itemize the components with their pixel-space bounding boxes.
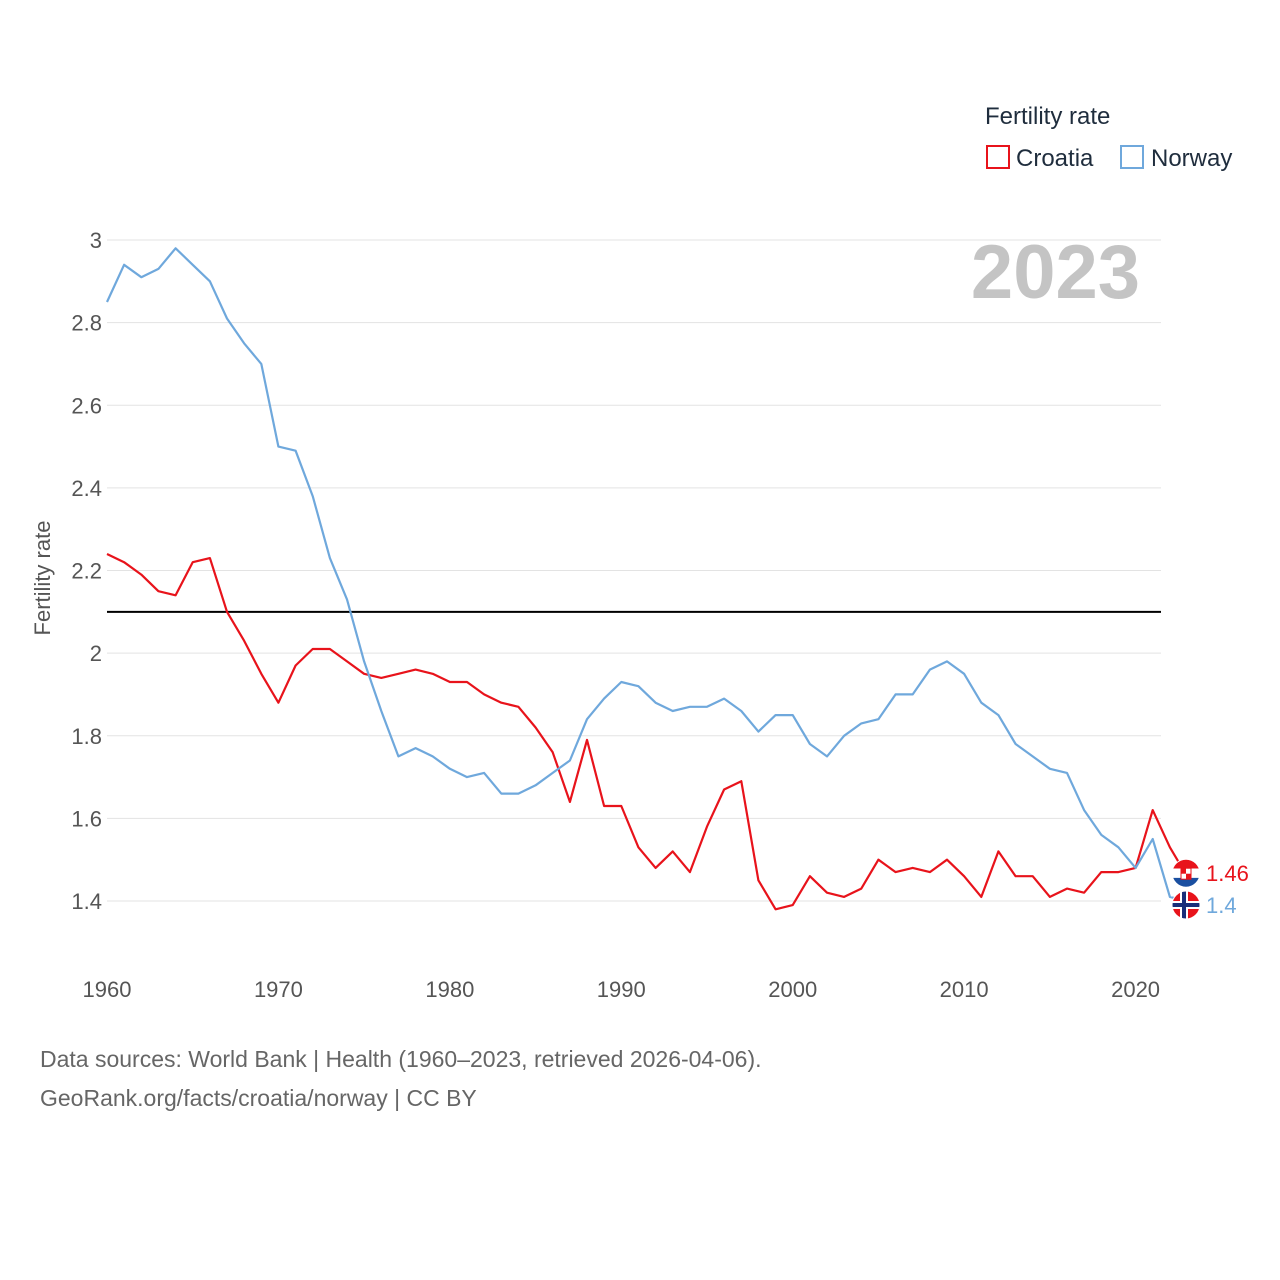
grid-lines	[107, 239, 1161, 902]
legend-swatch-norway[interactable]	[1120, 145, 1144, 169]
legend: Fertility rate Croatia Norway	[985, 103, 1232, 172]
x-tick-label: 1980	[425, 977, 474, 1002]
y-tick-label: 2.4	[71, 476, 102, 501]
end-value-label-norway: 1.4	[1206, 893, 1237, 918]
flag-marker-croatia: 1.46	[1171, 858, 1249, 888]
y-tick-label: 2	[90, 641, 102, 666]
legend-label-croatia[interactable]: Croatia	[1016, 145, 1094, 172]
y-tick-label: 2.6	[71, 393, 102, 418]
x-tick-label: 2000	[768, 977, 817, 1002]
end-value-label-croatia: 1.46	[1206, 861, 1249, 886]
x-tick-label: 1990	[597, 977, 646, 1002]
end-markers: 1.46 1.4	[1171, 858, 1249, 920]
y-tick-label: 1.6	[71, 806, 102, 831]
y-tick-label: 2.2	[71, 559, 102, 584]
x-axis-ticks: 1960 1970 1980 1990 2000 2010 2020	[83, 977, 1161, 1002]
y-axis-ticks: 1.4 1.6 1.8 2 2.2 2.4 2.6 2.8 3	[71, 228, 102, 914]
x-tick-label: 2020	[1111, 977, 1160, 1002]
source-line-2: GeoRank.org/facts/croatia/norway | CC BY	[40, 1085, 477, 1111]
y-tick-label: 1.8	[71, 724, 102, 749]
y-tick-label: 1.4	[71, 889, 102, 914]
legend-swatch-croatia[interactable]	[986, 145, 1010, 169]
y-tick-label: 2.8	[71, 311, 102, 336]
flag-marker-norway: 1.4	[1171, 890, 1237, 920]
legend-title: Fertility rate	[985, 103, 1110, 130]
x-tick-label: 2010	[940, 977, 989, 1002]
y-tick-label: 3	[90, 228, 102, 253]
source-line-1: Data sources: World Bank | Health (1960–…	[40, 1046, 762, 1072]
y-axis-title: Fertility rate	[30, 521, 55, 636]
x-tick-label: 1960	[83, 977, 132, 1002]
series-line-croatia[interactable]	[106, 553, 1188, 911]
series-line-norway[interactable]	[106, 247, 1188, 903]
legend-label-norway[interactable]: Norway	[1151, 145, 1232, 172]
series-lines	[106, 247, 1188, 911]
x-tick-label: 1970	[254, 977, 303, 1002]
year-label: 2023	[971, 230, 1140, 315]
